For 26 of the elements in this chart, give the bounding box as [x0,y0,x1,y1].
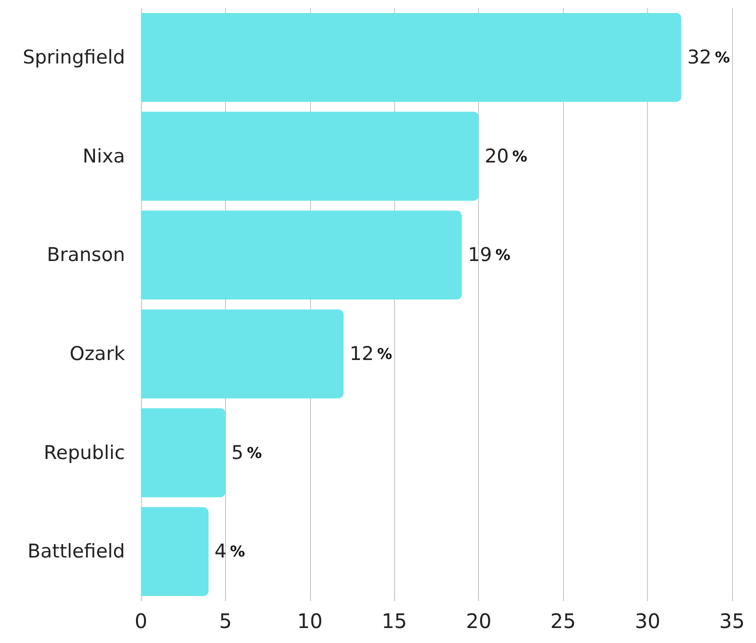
y-tick-label: Springfield [22,46,125,68]
bar [141,12,682,102]
x-tick-label: 20 [466,609,492,633]
x-tick-label: 25 [550,609,576,633]
bar [141,507,209,596]
y-tick-label: Republic [44,442,125,464]
x-tick-label: 10 [297,609,323,633]
x-tick-label: 5 [219,609,232,633]
bar [141,309,344,398]
data-label: 20 % [484,145,528,168]
x-tick-label: 35 [719,609,745,633]
x-tick-label: 15 [382,609,408,633]
y-tick-label: Branson [46,244,125,266]
y-tick-label: Nixa [82,145,125,168]
x-tick-label: 0 [134,609,148,633]
data-label: 32 % [687,46,730,68]
data-label: 12 % [350,342,392,365]
bar [141,112,479,201]
x-tick-label: 30 [634,609,660,633]
y-tick-label: Ozark [70,342,125,365]
data-label: 4 % [214,540,245,563]
y-tick-label: Battlefield [27,540,125,563]
data-label: 5 % [231,442,262,464]
data-label: 19 % [468,244,510,266]
bar [141,210,462,300]
bar [141,408,226,498]
